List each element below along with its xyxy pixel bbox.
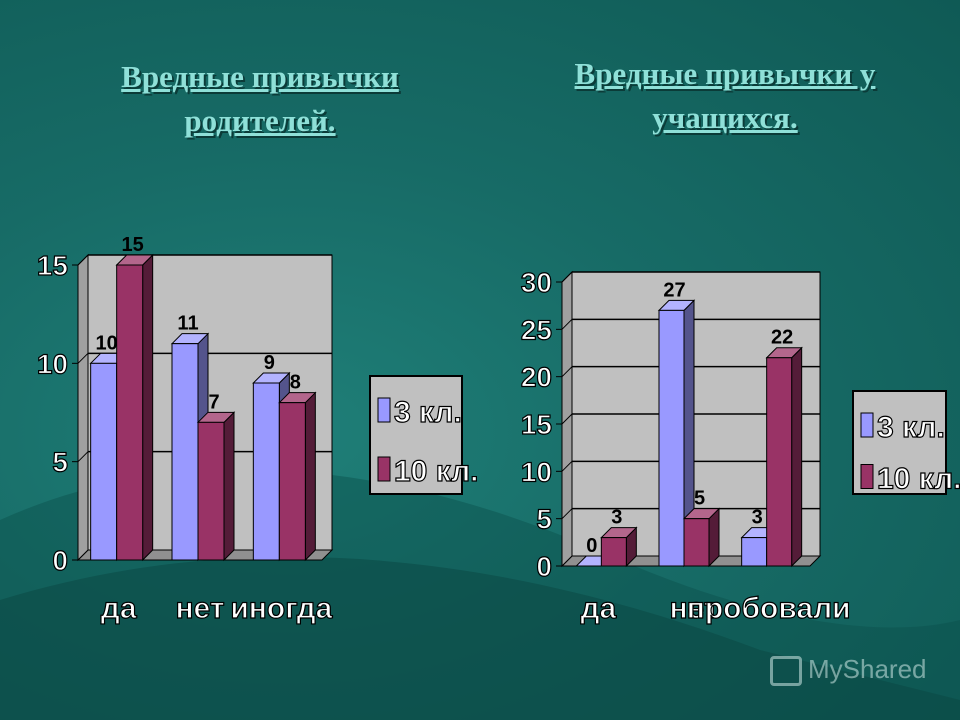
data-label: 22 [771,327,793,349]
chart-title-parents: Вредные привычки родителей. [121,59,399,138]
data-label: 3 [611,507,622,529]
gridline-side [561,318,573,330]
gridline-side [77,451,89,463]
y-tick-label: 25 [521,314,552,345]
data-label: 15 [122,234,144,256]
y-tick-label: 30 [521,267,552,298]
gridline-side [561,271,573,283]
legend-swatch [377,456,391,482]
gridline-side [561,460,573,472]
x-category-label: да [580,592,616,625]
data-label: 3 [752,507,763,529]
data-label: 10 [96,332,118,354]
bar [683,518,710,567]
gridline-side [561,413,573,425]
data-label: 7 [208,391,219,413]
x-category-label: нет [175,592,224,625]
bar [171,343,199,561]
y-tick-label: 0 [536,551,552,582]
legend-label: 3 кл. [394,396,462,429]
legend-label: 3 кл. [877,411,945,444]
y-tick-label: 0 [52,545,68,576]
x-category-label: иногда [230,592,332,625]
y-tick-label: 5 [536,504,552,535]
bar [741,537,768,567]
watermark-text: MyShared [808,654,927,684]
x-category-label: пробовали [687,592,851,625]
bar [278,402,306,561]
data-label: 11 [177,313,198,335]
x-category-label: нет [669,592,718,625]
bar [116,264,144,561]
data-label: 27 [663,279,685,301]
y-tick-label: 15 [37,250,68,281]
gridline-side [561,508,573,520]
y-tick-label: 5 [52,447,68,478]
bar [658,309,685,567]
legend-swatch [860,412,874,438]
bar [90,362,118,561]
legend-label: 10 кл. [394,455,478,488]
gridline-side [77,254,89,266]
data-label: 0 [586,535,597,557]
bar-side [791,346,803,568]
legend-swatch [377,397,391,423]
data-label: 5 [694,488,705,510]
chart-title-students: Вредные привычки у учащихся. [574,56,876,135]
y-tick-label: 20 [521,362,552,393]
bar [600,537,627,567]
bar [766,357,793,567]
y-tick-label: 10 [37,348,68,379]
legend-swatch [860,464,874,489]
bar [252,382,280,561]
data-label: 8 [290,372,301,394]
gridline-side [561,366,573,378]
data-label: 9 [264,352,275,374]
x-category-label: да [101,592,137,625]
y-tick-label: 15 [521,409,552,440]
y-tick-label: 10 [521,456,552,487]
bar [197,421,225,561]
gridline-side [77,352,89,364]
watermark-logo: MyShared [770,654,927,687]
legend-label: 10 кл. [877,463,960,496]
watermark-icon [770,656,802,687]
